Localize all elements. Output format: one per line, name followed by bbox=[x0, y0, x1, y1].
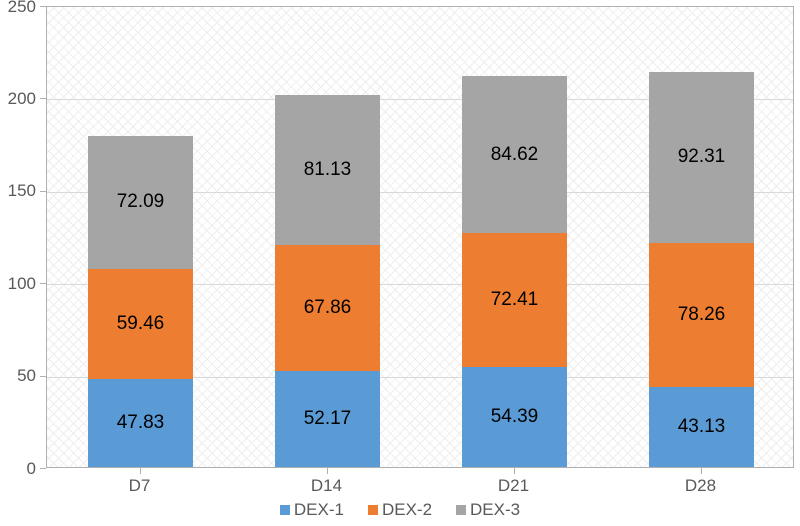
bar-segment: 54.39 bbox=[462, 367, 567, 468]
x-category-label: D28 bbox=[661, 476, 741, 496]
bar-segment: 84.62 bbox=[462, 76, 567, 232]
legend-label: DEX-3 bbox=[470, 500, 520, 520]
legend-label: DEX-1 bbox=[294, 500, 344, 520]
plot-area: 47.8359.4672.09 52.1767.8681.13 54.3972.41… bbox=[46, 6, 794, 468]
x-tick-mark bbox=[514, 468, 515, 474]
y-tick-label: 200 bbox=[8, 89, 36, 109]
x-tick-mark bbox=[701, 468, 702, 474]
bar-segment: 43.13 bbox=[649, 387, 754, 467]
legend-item: DEX-1 bbox=[280, 500, 344, 520]
y-tick-label: 50 bbox=[17, 366, 36, 386]
bar-segment: 81.13 bbox=[275, 95, 380, 245]
x-category-label: D7 bbox=[100, 476, 180, 496]
y-tick-mark bbox=[40, 6, 46, 7]
stacked-bar-chart: 47.8359.4672.09 52.1767.8681.13 54.3972.41… bbox=[0, 0, 800, 526]
y-tick-label: 150 bbox=[8, 181, 36, 201]
y-tick-mark bbox=[40, 376, 46, 377]
bar-segment: 47.83 bbox=[88, 379, 193, 467]
bar-segment: 59.46 bbox=[88, 269, 193, 379]
bar-segment: 72.09 bbox=[88, 136, 193, 269]
bar-segment: 92.31 bbox=[649, 72, 754, 243]
x-category-label: D14 bbox=[287, 476, 367, 496]
y-tick-label: 250 bbox=[8, 0, 36, 17]
legend-item: DEX-3 bbox=[456, 500, 520, 520]
bar-group: 43.1378.2692.31 bbox=[649, 72, 754, 467]
bar-segment: 72.41 bbox=[462, 233, 567, 367]
bar-group: 47.8359.4672.09 bbox=[88, 136, 193, 467]
legend-label: DEX-2 bbox=[382, 500, 432, 520]
legend-swatch bbox=[368, 505, 378, 515]
y-tick-label: 100 bbox=[8, 274, 36, 294]
bar-segment: 52.17 bbox=[275, 371, 380, 467]
bar-group: 54.3972.4184.62 bbox=[462, 76, 567, 467]
legend-swatch bbox=[456, 505, 466, 515]
x-tick-mark bbox=[140, 468, 141, 474]
x-category-label: D21 bbox=[474, 476, 554, 496]
y-tick-mark bbox=[40, 98, 46, 99]
legend: DEX-1 DEX-2 DEX-3 bbox=[0, 500, 800, 520]
y-tick-mark bbox=[40, 283, 46, 284]
bar-segment: 67.86 bbox=[275, 245, 380, 370]
x-tick-mark bbox=[327, 468, 328, 474]
bar-group: 52.1767.8681.13 bbox=[275, 95, 380, 467]
y-tick-label: 0 bbox=[27, 459, 36, 479]
legend-item: DEX-2 bbox=[368, 500, 432, 520]
y-tick-mark bbox=[40, 191, 46, 192]
bar-segment: 78.26 bbox=[649, 243, 754, 388]
legend-swatch bbox=[280, 505, 290, 515]
y-tick-mark bbox=[40, 468, 46, 469]
